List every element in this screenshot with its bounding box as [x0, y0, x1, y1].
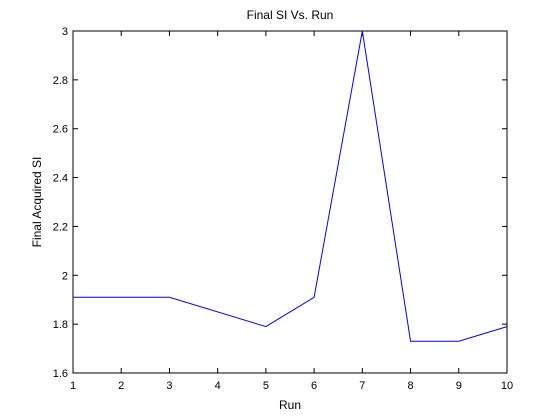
- x-tick-label: 9: [456, 380, 462, 392]
- y-axis-label: Final Acquired SI: [30, 157, 44, 248]
- y-tick-label: 2.6: [53, 124, 68, 136]
- y-tick-label: 1.8: [53, 319, 68, 331]
- x-tick-label: 2: [118, 380, 124, 392]
- x-tick-label: 8: [407, 380, 413, 392]
- y-tick-label: 2.4: [53, 173, 68, 185]
- x-tick-label: 3: [166, 380, 172, 392]
- plot-area: [72, 30, 508, 374]
- x-tick-label: 6: [311, 380, 317, 392]
- axis-ticks: 1 2 3 4 5 6 7 8 9 10 1.6 1.8 2 2.2 2.4 2.6 2.8 3: [53, 26, 513, 392]
- x-tick-label: 10: [501, 380, 513, 392]
- y-tick-label: 3: [62, 26, 68, 38]
- series-line-final-si: [73, 30, 508, 342]
- x-tick-label: 4: [215, 380, 221, 392]
- x-tick-label: 7: [359, 380, 365, 392]
- y-tick-label: 2.2: [53, 221, 68, 233]
- y-tick-label: 1.6: [53, 368, 68, 380]
- x-tick-label: 5: [263, 380, 269, 392]
- x-axis-label: Run: [279, 398, 301, 412]
- y-tick-label: 2.8: [53, 75, 68, 87]
- y-tick-label: 2: [62, 270, 68, 282]
- x-tick-label: 1: [70, 380, 76, 392]
- chart-title: Final SI Vs. Run: [247, 8, 334, 22]
